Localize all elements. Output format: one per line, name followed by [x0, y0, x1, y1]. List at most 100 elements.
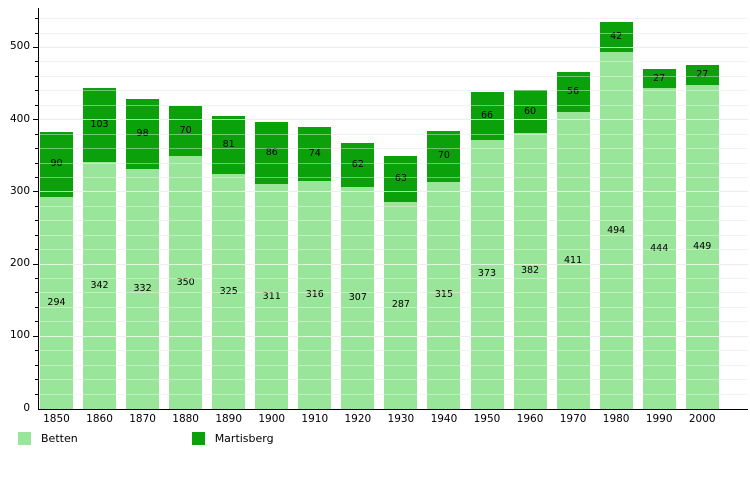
y-axis-tick	[33, 335, 39, 337]
minor-gridline	[39, 90, 748, 92]
bar-value-label-martisberg: 56	[567, 86, 580, 98]
bar-value-label-martisberg: 27	[696, 69, 709, 81]
y-axis-tick	[35, 162, 39, 164]
gridline-overlay	[39, 249, 748, 251]
gridline-overlay	[39, 61, 748, 63]
x-axis-label-1950: 1950	[473, 413, 501, 425]
bar-segment-martisberg-1880	[169, 105, 203, 157]
minor-gridline	[39, 32, 748, 34]
y-axis-tick	[35, 249, 39, 251]
y-axis-tick	[35, 292, 39, 294]
bar-segment-betten-1990	[642, 88, 676, 409]
bar-value-label-betten: 373	[477, 268, 497, 280]
gridline-overlay	[39, 119, 748, 121]
bar-segment-betten-1940	[427, 181, 461, 409]
bar-group-1860: 342 103	[83, 87, 117, 409]
legend-label: Betten	[41, 432, 78, 445]
bar-segment-betten-1890	[212, 174, 246, 409]
gridline-overlay	[39, 306, 748, 308]
gridline-overlay	[39, 191, 748, 193]
bar-segment-martisberg-1920	[341, 142, 375, 188]
bar-group-1900: 311 86	[255, 122, 289, 409]
gridline-overlay	[39, 234, 748, 236]
y-axis-tick	[35, 379, 39, 381]
bar-segment-martisberg-1950	[470, 92, 504, 140]
bar-value-label-betten: 325	[219, 285, 238, 297]
bar-group-1950: 373 66	[470, 92, 504, 409]
gridline-overlay	[39, 220, 748, 222]
bar-value-label-betten: 449	[693, 240, 712, 252]
bar-segment-martisberg-1860	[83, 87, 117, 163]
bar-segment-martisberg-1890	[212, 115, 246, 175]
bar-value-label-betten: 311	[262, 290, 281, 302]
y-axis-tick	[35, 306, 39, 308]
y-axis-tick	[35, 321, 39, 323]
y-axis-tick	[33, 46, 39, 48]
bar-group-1880: 350 70	[169, 105, 203, 409]
bar-segment-betten-1960	[513, 133, 547, 409]
gridline-overlay	[39, 263, 748, 265]
gridline-overlay	[39, 278, 748, 280]
bar-value-label-martisberg: 70	[179, 125, 192, 137]
y-axis-tick	[35, 220, 39, 222]
gridline-overlay	[39, 321, 748, 323]
bar-segment-betten-1850	[40, 196, 73, 409]
legend-label: Martisberg	[214, 432, 274, 445]
x-axis-label-1920: 1920	[344, 413, 372, 425]
bar-group-1920: 307 62	[341, 142, 375, 409]
bar-value-label-martisberg: 27	[653, 72, 666, 84]
bar-segment-betten-1980	[599, 52, 633, 409]
gridline-overlay	[39, 75, 748, 77]
y-axis-tick	[35, 393, 39, 395]
y-axis-tick	[35, 32, 39, 34]
y-axis-tick	[33, 191, 39, 193]
y-axis-label-0: 0	[23, 401, 30, 414]
gridline-overlay	[39, 90, 748, 92]
bar-value-label-betten: 332	[133, 283, 152, 295]
gridline-overlay	[39, 18, 748, 20]
bar-segment-betten-1860	[83, 162, 117, 409]
bar-segment-betten-1920	[341, 187, 375, 409]
bar-value-label-martisberg: 103	[90, 118, 109, 130]
bar-value-label-betten: 287	[391, 299, 410, 311]
y-axis-tick	[35, 18, 39, 20]
bar-segment-betten-1870	[126, 169, 160, 409]
y-axis-tick	[35, 61, 39, 63]
bar-value-label-betten: 494	[607, 224, 626, 236]
bar-group-1970: 411 56	[556, 71, 590, 409]
bar-group-1850: 294 90	[40, 131, 73, 409]
y-axis-tick	[35, 350, 39, 352]
minor-gridline	[39, 75, 748, 77]
gridline-overlay	[39, 148, 748, 150]
bar-group-1940: 315 70	[427, 131, 461, 409]
minor-gridline	[39, 104, 748, 106]
gridline-overlay	[39, 393, 748, 395]
bar-value-label-martisberg: 74	[308, 148, 321, 160]
bar-group-1930: 287 63	[384, 156, 418, 409]
x-axis-label-1900: 1900	[258, 413, 286, 425]
bar-value-label-martisberg: 86	[265, 147, 278, 159]
gridline-overlay	[39, 46, 748, 48]
bar-group-1960: 382 60	[513, 89, 547, 409]
x-axis-label-1970: 1970	[559, 413, 587, 425]
bar-value-label-betten: 316	[305, 288, 324, 300]
gridline-overlay	[39, 335, 748, 337]
minor-gridline	[39, 18, 748, 20]
gridline-overlay	[39, 350, 748, 352]
bar-segment-martisberg-1870	[126, 98, 160, 170]
bar-segment-betten-1900	[255, 184, 289, 409]
bar-segment-martisberg-1910	[298, 127, 332, 181]
y-axis-tick	[35, 234, 39, 236]
bar-group-1910: 316 74	[298, 127, 332, 409]
plot-area: 294 90 342 103 332 98 350 70 325 81 311 86 316 74 307 6…	[33, 8, 748, 410]
y-axis-tick	[35, 364, 39, 366]
bar-value-label-martisberg: 90	[50, 158, 63, 170]
bar-segment-martisberg-1970	[556, 71, 590, 113]
x-axis-label-1880: 1880	[172, 413, 199, 425]
bar-value-label-martisberg: 70	[437, 150, 450, 162]
y-axis-tick	[35, 75, 39, 77]
gridline-overlay	[39, 379, 748, 381]
x-axis-label-1990: 1990	[645, 413, 673, 425]
x-axis-label-1980: 1980	[602, 413, 630, 425]
gridline-overlay	[39, 133, 748, 135]
